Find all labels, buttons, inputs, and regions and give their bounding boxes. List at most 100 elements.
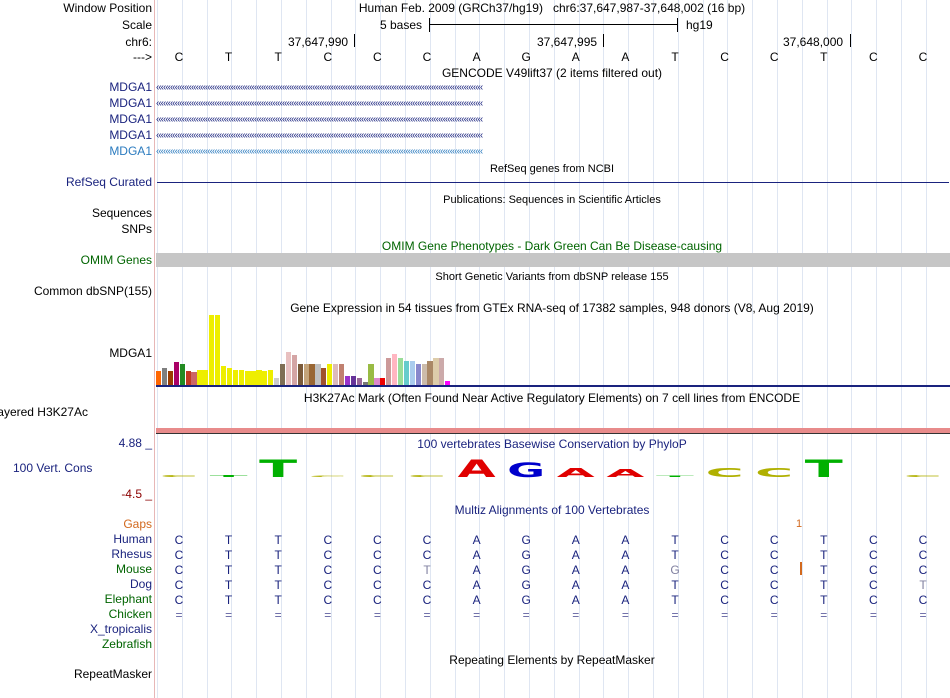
gencode-transcript-label[interactable]: MDGA1 — [109, 144, 152, 158]
gtex-tissue-bar[interactable] — [232, 369, 238, 385]
species-label[interactable]: Rhesus — [111, 547, 152, 561]
gtex-tissue-bar[interactable] — [185, 371, 191, 385]
cons-logo-letter: T — [259, 456, 298, 478]
gtex-tissue-bar[interactable] — [439, 358, 445, 385]
gtex-tissue-bar[interactable] — [421, 364, 427, 385]
gaps-label[interactable]: Gaps — [123, 517, 152, 531]
dbsnp-title[interactable]: Short Genetic Variants from dbSNP releas… — [435, 271, 669, 283]
gtex-tissue-bar[interactable] — [220, 366, 227, 385]
pubs-title[interactable]: Publications: Sequences in Scientific Ar… — [443, 194, 661, 206]
gtex-tissue-bar[interactable] — [256, 369, 262, 385]
alignment-base: C — [869, 563, 878, 577]
gtex-tissue-bar[interactable] — [197, 369, 203, 385]
gtex-tissue-bar[interactable] — [327, 364, 333, 385]
repeat-label[interactable]: RepeatMasker — [73, 667, 152, 681]
gencode-transcript-arrows[interactable]: ‹‹‹‹‹‹‹‹‹‹‹‹‹‹‹‹‹‹‹‹‹‹‹‹‹‹‹‹‹‹‹‹‹‹‹‹‹‹‹‹… — [156, 131, 483, 141]
h3k27ac-title[interactable]: H3K27Ac Mark (Often Found Near Active Re… — [303, 391, 801, 405]
gtex-tissue-bar[interactable] — [167, 371, 174, 385]
gtex-tissue-bar[interactable] — [203, 369, 209, 385]
gtex-tissue-bar[interactable] — [303, 364, 309, 385]
alignment-base: C — [720, 533, 729, 547]
refseq-gene-line[interactable] — [157, 182, 949, 183]
gtex-label[interactable]: MDGA1 — [109, 346, 152, 360]
pubs-sequences-label[interactable]: Sequences — [91, 206, 152, 220]
cons-title[interactable]: 100 vertebrates Basewise Conservation by… — [417, 437, 687, 451]
species-label[interactable]: Zebrafish — [101, 637, 152, 651]
gtex-tissue-bar[interactable] — [368, 364, 374, 385]
gtex-tissue-bar[interactable] — [356, 378, 362, 385]
gtex-tissue-bar[interactable] — [392, 353, 398, 385]
refseq-label[interactable]: RefSeq Curated — [65, 175, 152, 189]
gencode-transcript-label[interactable]: MDGA1 — [109, 96, 152, 110]
gtex-tissue-bar[interactable] — [156, 371, 162, 385]
gtex-tissue-bar[interactable] — [427, 360, 433, 385]
alignment-base: T — [820, 593, 828, 607]
gtex-tissue-bar[interactable] — [215, 315, 221, 385]
gtex-tissue-bar[interactable] — [161, 368, 168, 385]
gtex-tissue-bar[interactable] — [268, 369, 274, 385]
gtex-tissue-bar[interactable] — [362, 381, 368, 385]
omim-title[interactable]: OMIM Gene Phenotypes - Dark Green Can Be… — [381, 239, 723, 253]
gtex-tissue-bar[interactable] — [279, 364, 286, 385]
omim-gene-bar[interactable] — [156, 253, 950, 267]
gtex-tissue-bar[interactable] — [445, 380, 451, 385]
gtex-tissue-bar[interactable] — [374, 378, 380, 385]
refseq-title[interactable]: RefSeq genes from NCBI — [489, 163, 615, 175]
gtex-tissue-bar[interactable] — [226, 367, 233, 385]
gtex-tissue-bar[interactable] — [333, 364, 339, 385]
h3k27ac-signal[interactable] — [156, 428, 950, 433]
species-label[interactable]: Human — [113, 532, 152, 546]
gencode-title[interactable]: GENCODE V49lift37 (2 items filtered out) — [441, 66, 663, 80]
gtex-tissue-bar[interactable] — [209, 315, 215, 385]
gtex-tissue-bar[interactable] — [291, 354, 297, 385]
gtex-tissue-bar[interactable] — [386, 358, 392, 385]
gtex-tissue-bar[interactable] — [250, 371, 256, 385]
alignment-base: T — [224, 533, 233, 547]
gtex-tissue-bar[interactable] — [409, 360, 415, 385]
gtex-tissue-bar[interactable] — [397, 358, 404, 385]
gtex-tissue-bar[interactable] — [297, 364, 303, 385]
species-label[interactable]: X_tropicalis — [89, 622, 152, 636]
species-label[interactable]: Dog — [129, 577, 152, 591]
alignment-base: A — [571, 548, 580, 562]
gtex-tissue-bar[interactable] — [274, 378, 280, 385]
gencode-transcript-label[interactable]: MDGA1 — [109, 80, 152, 94]
species-label[interactable]: Elephant — [104, 592, 152, 606]
gtex-tissue-bar[interactable] — [380, 378, 386, 385]
gtex-title[interactable]: Gene Expression in 54 tissues from GTEx … — [290, 301, 814, 315]
dbsnp-label[interactable]: Common dbSNP(155) — [33, 284, 152, 298]
gencode-transcript-label[interactable]: MDGA1 — [109, 112, 152, 126]
gtex-tissue-bar[interactable] — [344, 375, 351, 385]
species-label[interactable]: Chicken — [108, 607, 152, 621]
grid-line — [925, 0, 927, 698]
h3k27ac-label[interactable]: Layered H3K27Ac — [0, 405, 88, 419]
gencode-transcript-label[interactable]: MDGA1 — [109, 128, 152, 142]
gtex-tissue-bar[interactable] — [262, 371, 268, 385]
gtex-tissue-bar[interactable] — [403, 360, 410, 385]
gtex-tissue-bar[interactable] — [415, 364, 421, 385]
gtex-tissue-bar[interactable] — [191, 372, 197, 385]
gtex-tissue-bar[interactable] — [315, 364, 321, 385]
omim-label[interactable]: OMIM Genes — [80, 253, 152, 267]
gtex-tissue-bar[interactable] — [350, 375, 356, 385]
gencode-transcript-arrows[interactable]: ‹‹‹‹‹‹‹‹‹‹‹‹‹‹‹‹‹‹‹‹‹‹‹‹‹‹‹‹‹‹‹‹‹‹‹‹‹‹‹‹… — [156, 147, 483, 157]
alignment-base: C — [769, 563, 779, 577]
gencode-transcript-arrows[interactable]: ‹‹‹‹‹‹‹‹‹‹‹‹‹‹‹‹‹‹‹‹‹‹‹‹‹‹‹‹‹‹‹‹‹‹‹‹‹‹‹‹… — [156, 83, 483, 93]
gencode-transcript-arrows[interactable]: ‹‹‹‹‹‹‹‹‹‹‹‹‹‹‹‹‹‹‹‹‹‹‹‹‹‹‹‹‹‹‹‹‹‹‹‹‹‹‹‹… — [156, 99, 483, 109]
gtex-tissue-bar[interactable] — [433, 358, 439, 385]
gtex-tissue-bar[interactable] — [321, 367, 327, 385]
gtex-tissue-bar[interactable] — [238, 369, 244, 385]
gtex-tissue-bar[interactable] — [179, 364, 185, 385]
gtex-tissue-bar[interactable] — [285, 352, 292, 385]
gtex-tissue-bar[interactable] — [244, 371, 250, 385]
gtex-tissue-bar[interactable] — [338, 364, 345, 385]
species-label[interactable]: Mouse — [115, 562, 152, 576]
multiz-title[interactable]: Multiz Alignments of 100 Vertebrates — [454, 503, 650, 517]
pubs-snps-label[interactable]: SNPs — [121, 222, 152, 236]
cons-label[interactable]: 100 Vert. Cons — [13, 461, 93, 475]
gencode-transcript-arrows[interactable]: ‹‹‹‹‹‹‹‹‹‹‹‹‹‹‹‹‹‹‹‹‹‹‹‹‹‹‹‹‹‹‹‹‹‹‹‹‹‹‹‹… — [156, 115, 483, 125]
gtex-tissue-bar[interactable] — [173, 361, 179, 385]
repeat-title[interactable]: Repeating Elements by RepeatMasker — [449, 653, 655, 667]
gtex-tissue-bar[interactable] — [309, 364, 315, 385]
